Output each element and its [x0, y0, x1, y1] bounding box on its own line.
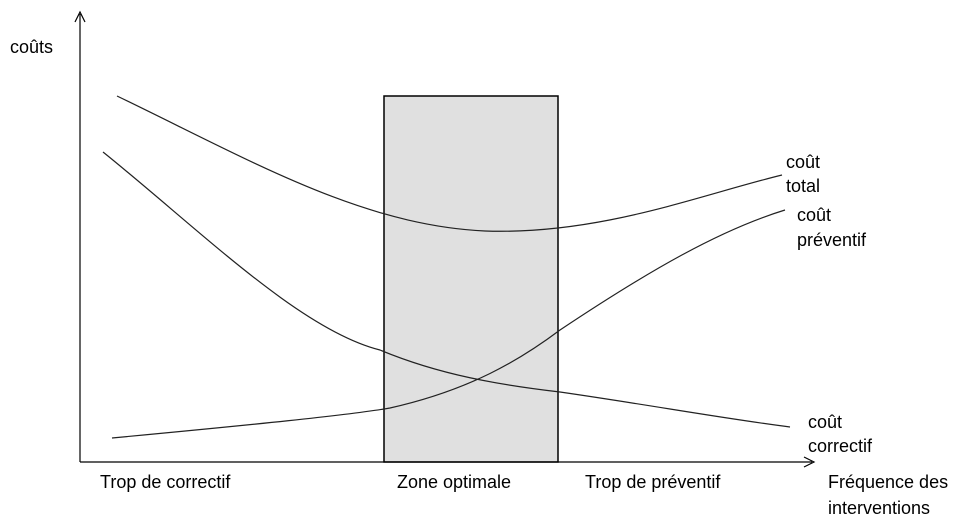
- x-axis-label: Fréquence des: [828, 472, 948, 492]
- curve-label: coût: [808, 412, 842, 432]
- optimal-zone: [383, 95, 559, 463]
- curve-label: coût: [797, 205, 831, 225]
- zone-label: Trop de correctif: [100, 472, 231, 492]
- corrective-cost-curve: [102, 151, 791, 428]
- total-cost-curve: [116, 95, 783, 232]
- x-axis-arrow: [803, 456, 816, 468]
- curve-label: total: [786, 176, 820, 196]
- x-axis-label: interventions: [828, 498, 930, 517]
- curve-label: correctif: [808, 436, 873, 456]
- zone-label: Zone optimale: [397, 472, 511, 492]
- preventive-cost-curve: [111, 209, 786, 439]
- curve-label: coût: [786, 152, 820, 172]
- y-axis-arrow: [74, 10, 86, 23]
- zone-label: Trop de préventif: [585, 472, 721, 492]
- curve-label: préventif: [797, 230, 867, 250]
- y-axis-label: coûts: [10, 37, 53, 57]
